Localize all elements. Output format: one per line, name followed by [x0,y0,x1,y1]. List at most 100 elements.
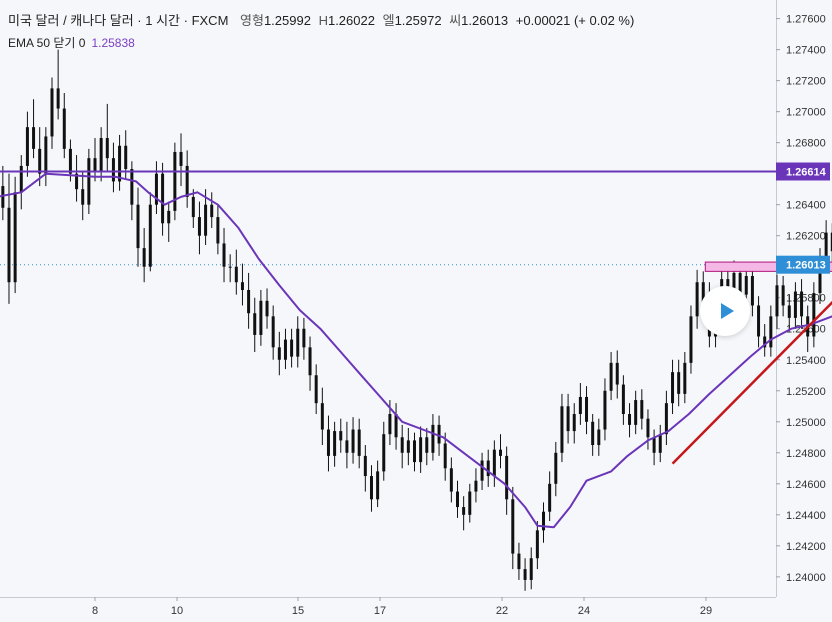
candle-body [197,217,201,236]
candle-body [167,210,171,224]
uptrend-line[interactable] [671,228,832,465]
candle-body [597,429,601,446]
candle-body [345,440,349,453]
ema-value: 1.25838 [91,36,135,50]
time-tick-label: 15 [292,605,304,617]
candle-body [62,108,66,149]
candle-body [529,558,533,580]
candle-body [124,145,128,170]
candle-body [787,305,791,318]
current-price-badge-bg [776,255,830,274]
time-tick-label: 29 [700,605,712,617]
price-tick-label: 1.24400 [786,510,826,522]
symbol-legend: 미국 달러 / 캐나다 달러 · 1 시간 · FXCM 영형1.25992 H… [8,10,634,29]
candle-body [683,362,687,394]
candle-body [474,480,478,492]
high-label: H [318,13,328,28]
candle-body [302,328,306,348]
candle-body [191,196,195,218]
low-value: 1.25972 [394,13,442,28]
candle-body [419,437,423,463]
play-button[interactable] [700,286,750,336]
price-tick-label: 1.26200 [786,231,826,243]
candle-body [554,452,558,484]
candle-body [326,429,330,456]
candle-body [382,434,386,472]
price-tick-label: 1.24000 [786,572,826,584]
candle-body [505,455,509,500]
candle-body [320,403,324,430]
candle-body [333,431,337,456]
candle-body [455,491,459,508]
candle-body [640,400,644,419]
candle-body [339,431,343,441]
candle-body [449,468,453,492]
candle-body [437,424,441,444]
candle-body [308,347,312,376]
time-tick-label: 8 [92,605,98,617]
symbol-title[interactable]: 미국 달러 / 캐나다 달러 · 1 시간 · FXCM [8,13,229,28]
close-label: 씨 [449,13,462,28]
candle-body [130,169,134,205]
candle-body [13,192,17,283]
candle-body [118,145,122,182]
candle-body [548,483,552,512]
candle-body [634,400,638,425]
candle-body [830,232,832,252]
price-tick-label: 1.25200 [786,386,826,398]
candle-body [535,530,539,559]
price-tick-label: 1.27400 [786,45,826,57]
candle-body [701,282,705,306]
candle-body [658,434,662,453]
play-icon [721,303,734,319]
candle-body [566,406,570,432]
time-tick-label: 22 [496,605,508,617]
candle-body [677,372,681,394]
price-tick-label: 1.24800 [786,448,826,460]
candle-body [652,437,656,453]
price-tick-label: 1.27200 [786,76,826,88]
candle-body [351,429,355,453]
candle-body [283,339,287,360]
candle-body [234,266,238,283]
candle-body [431,424,435,453]
resistance-price-badge-label: 1.26614 [786,167,827,179]
candle-body [154,173,158,205]
candle-body [210,204,214,218]
candle-body [517,553,521,570]
candle-body [793,291,797,318]
candle-body [492,449,496,477]
candle-body [1,186,5,208]
candle-body [314,375,318,404]
candle-body [277,347,281,360]
candle-body [87,158,91,205]
change-value: +0.00021 (+ 0.02 %) [515,13,635,28]
candle-body [621,384,625,415]
candle-body [111,158,115,182]
candle-body [689,316,693,363]
price-tick-label: 1.27600 [786,14,826,26]
candle-body [572,414,576,432]
price-tick-label: 1.26400 [786,200,826,212]
ema-label[interactable]: EMA 50 닫기 0 [8,36,86,50]
candle-body [480,460,484,481]
candle-body [468,491,472,515]
candle-body [603,390,607,430]
candle-body [68,148,72,174]
candle-body [38,148,42,174]
candle-body [247,289,251,314]
candle-body [738,272,742,295]
candle-body [824,232,828,259]
candle-body [204,204,208,236]
candle-body [216,217,220,244]
candle-body [664,403,668,435]
candle-body [173,151,177,211]
candle-body [695,282,699,317]
candle-body [523,569,527,580]
candle-body [99,138,103,171]
candle-body [412,440,416,463]
candle-body [253,313,257,335]
candle-body [744,276,748,295]
